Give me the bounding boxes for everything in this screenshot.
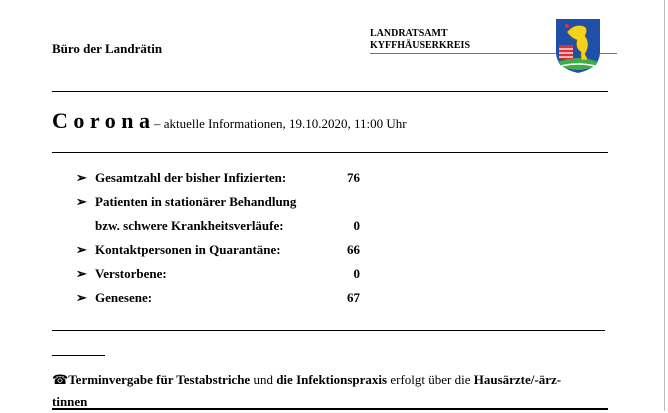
- header-underline: [370, 53, 617, 54]
- appointment-note: ☎Terminvergabe für Testabstriche und die…: [52, 372, 562, 409]
- telephone-icon: ☎: [52, 372, 69, 387]
- crest-icon: [556, 19, 600, 73]
- divider-title: [52, 152, 608, 153]
- org-line2: KYFFHÄUSERKREIS: [370, 40, 471, 51]
- title-main: C o r o n a: [52, 108, 150, 133]
- org-line1: LANDRATSAMT: [370, 28, 448, 39]
- page-right-edge: [664, 0, 665, 411]
- divider-bottom: [52, 408, 608, 410]
- divider-stats: [52, 330, 605, 331]
- footnote-separator: [52, 355, 105, 356]
- office-name: Büro der Landrätin: [52, 41, 163, 56]
- page-title: C o r o n a – aktuelle Informationen, 19…: [52, 108, 407, 134]
- title-sub: – aktuelle Informationen, 19.10.2020, 11…: [154, 116, 407, 131]
- divider-top: [52, 91, 608, 92]
